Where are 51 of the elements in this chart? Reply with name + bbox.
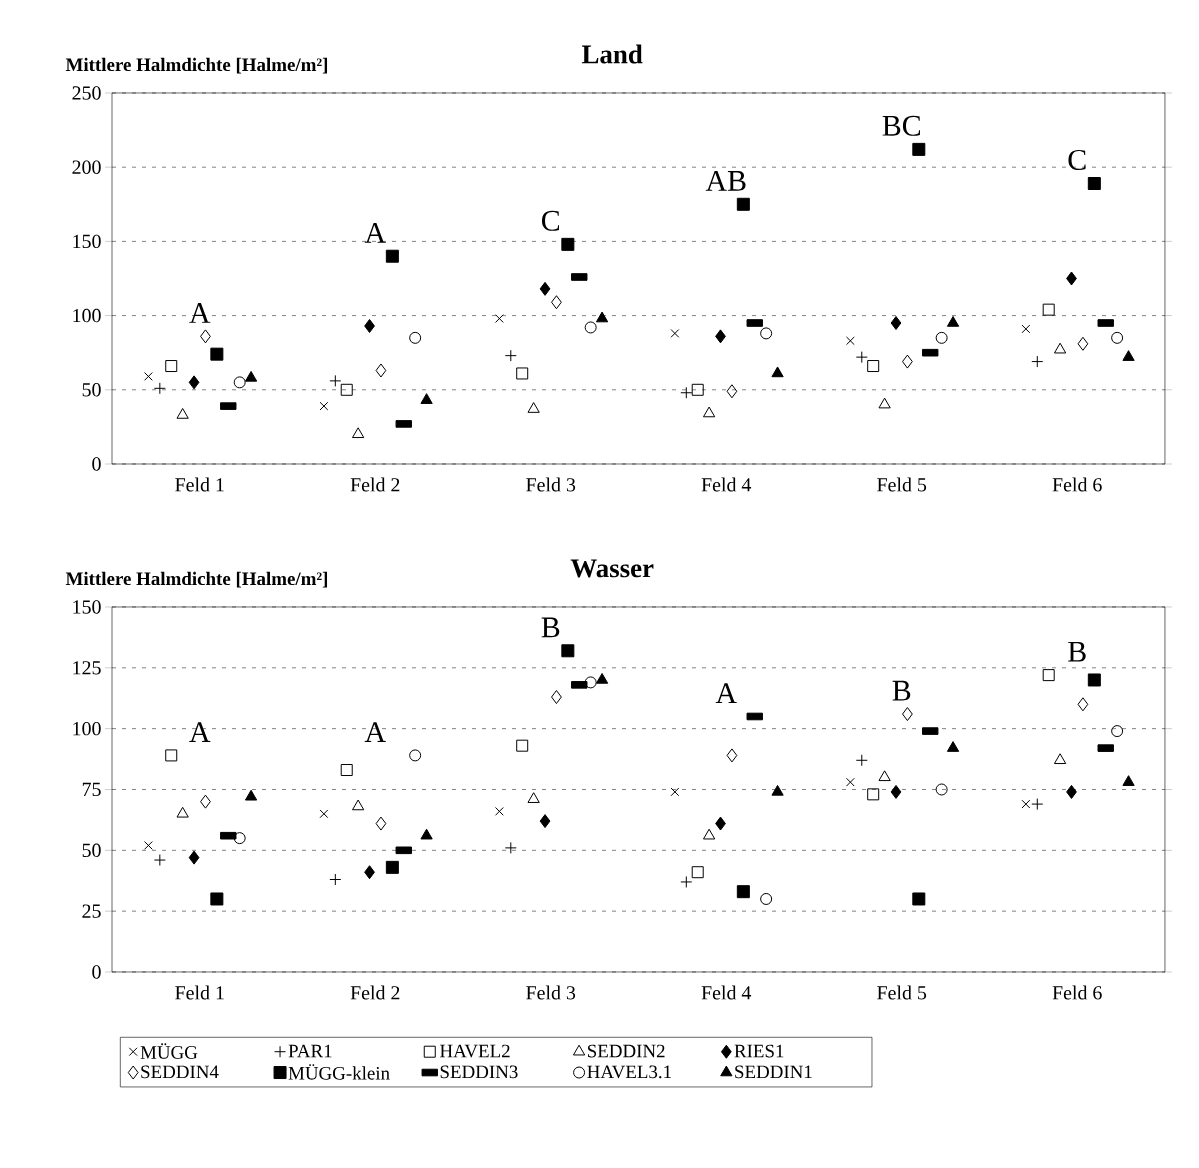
y-tick-label: 150 xyxy=(73,234,101,249)
x-tick-label: Feld 1 xyxy=(175,477,224,492)
annotation: B xyxy=(892,680,911,701)
x-tick-label: Feld 4 xyxy=(701,477,752,492)
x-tick-label: Feld 5 xyxy=(877,985,927,1000)
x-tick-label: Feld 2 xyxy=(350,985,400,1000)
legend-label: MÜGG xyxy=(140,1043,198,1059)
y-tick-label: 0 xyxy=(92,965,101,979)
x-tick-label: Feld 2 xyxy=(350,477,400,492)
annotation: BC xyxy=(882,115,920,136)
annotation: A xyxy=(715,683,737,703)
legend-label: HAVEL2 xyxy=(440,1044,510,1058)
x-tick-label: Feld 6 xyxy=(1052,985,1102,1000)
y-tick-label: 75 xyxy=(82,782,101,797)
annotation: B xyxy=(1068,641,1086,662)
chart-title: Wasser xyxy=(570,559,654,578)
legend-label: MÜGG-klein xyxy=(288,1064,390,1080)
legend-label: SEDDIN1 xyxy=(735,1065,812,1079)
y-tick-label: 25 xyxy=(82,904,101,918)
annotation: AB xyxy=(705,170,746,191)
legend-label: SEDDIN2 xyxy=(587,1044,665,1058)
y-tick-label: 50 xyxy=(82,843,101,858)
legend-label: HAVEL3.1 xyxy=(587,1065,671,1079)
annotation: A xyxy=(189,303,211,323)
annotation: A xyxy=(364,722,386,742)
y-tick-label: 100 xyxy=(73,308,101,323)
annotation: C xyxy=(1068,149,1086,170)
annotation: C xyxy=(541,210,560,231)
annotation: B xyxy=(541,617,560,638)
x-tick-label: Feld 6 xyxy=(1052,477,1102,492)
x-tick-label: Feld 3 xyxy=(526,985,576,1000)
x-tick-label: Feld 3 xyxy=(526,477,576,492)
y-axis-title: Mittlere Halmdichte [Halme/m²] xyxy=(65,57,328,74)
x-tick-label: Feld 4 xyxy=(701,985,752,1000)
x-tick-label: Feld 5 xyxy=(877,477,927,492)
annotation: A xyxy=(364,222,386,243)
x-tick-label: Feld 1 xyxy=(175,985,224,1000)
y-tick-label: 50 xyxy=(82,383,101,397)
legend-label: PAR1 xyxy=(288,1044,332,1058)
y-tick-label: 0 xyxy=(92,457,101,471)
y-tick-label: 100 xyxy=(73,721,101,736)
legend-label: RIES1 xyxy=(734,1044,784,1058)
chart-title: Land xyxy=(581,44,643,64)
y-tick-label: 125 xyxy=(73,661,101,675)
y-tick-label: 250 xyxy=(72,86,101,100)
y-axis-title: Mittlere Halmdichte [Halme/m²] xyxy=(65,571,328,588)
annotation: A xyxy=(189,722,211,742)
legend-label: SEDDIN4 xyxy=(141,1065,219,1079)
y-tick-label: 200 xyxy=(72,160,101,174)
legend-label: SEDDIN3 xyxy=(440,1065,518,1079)
y-tick-label: 150 xyxy=(73,600,101,614)
